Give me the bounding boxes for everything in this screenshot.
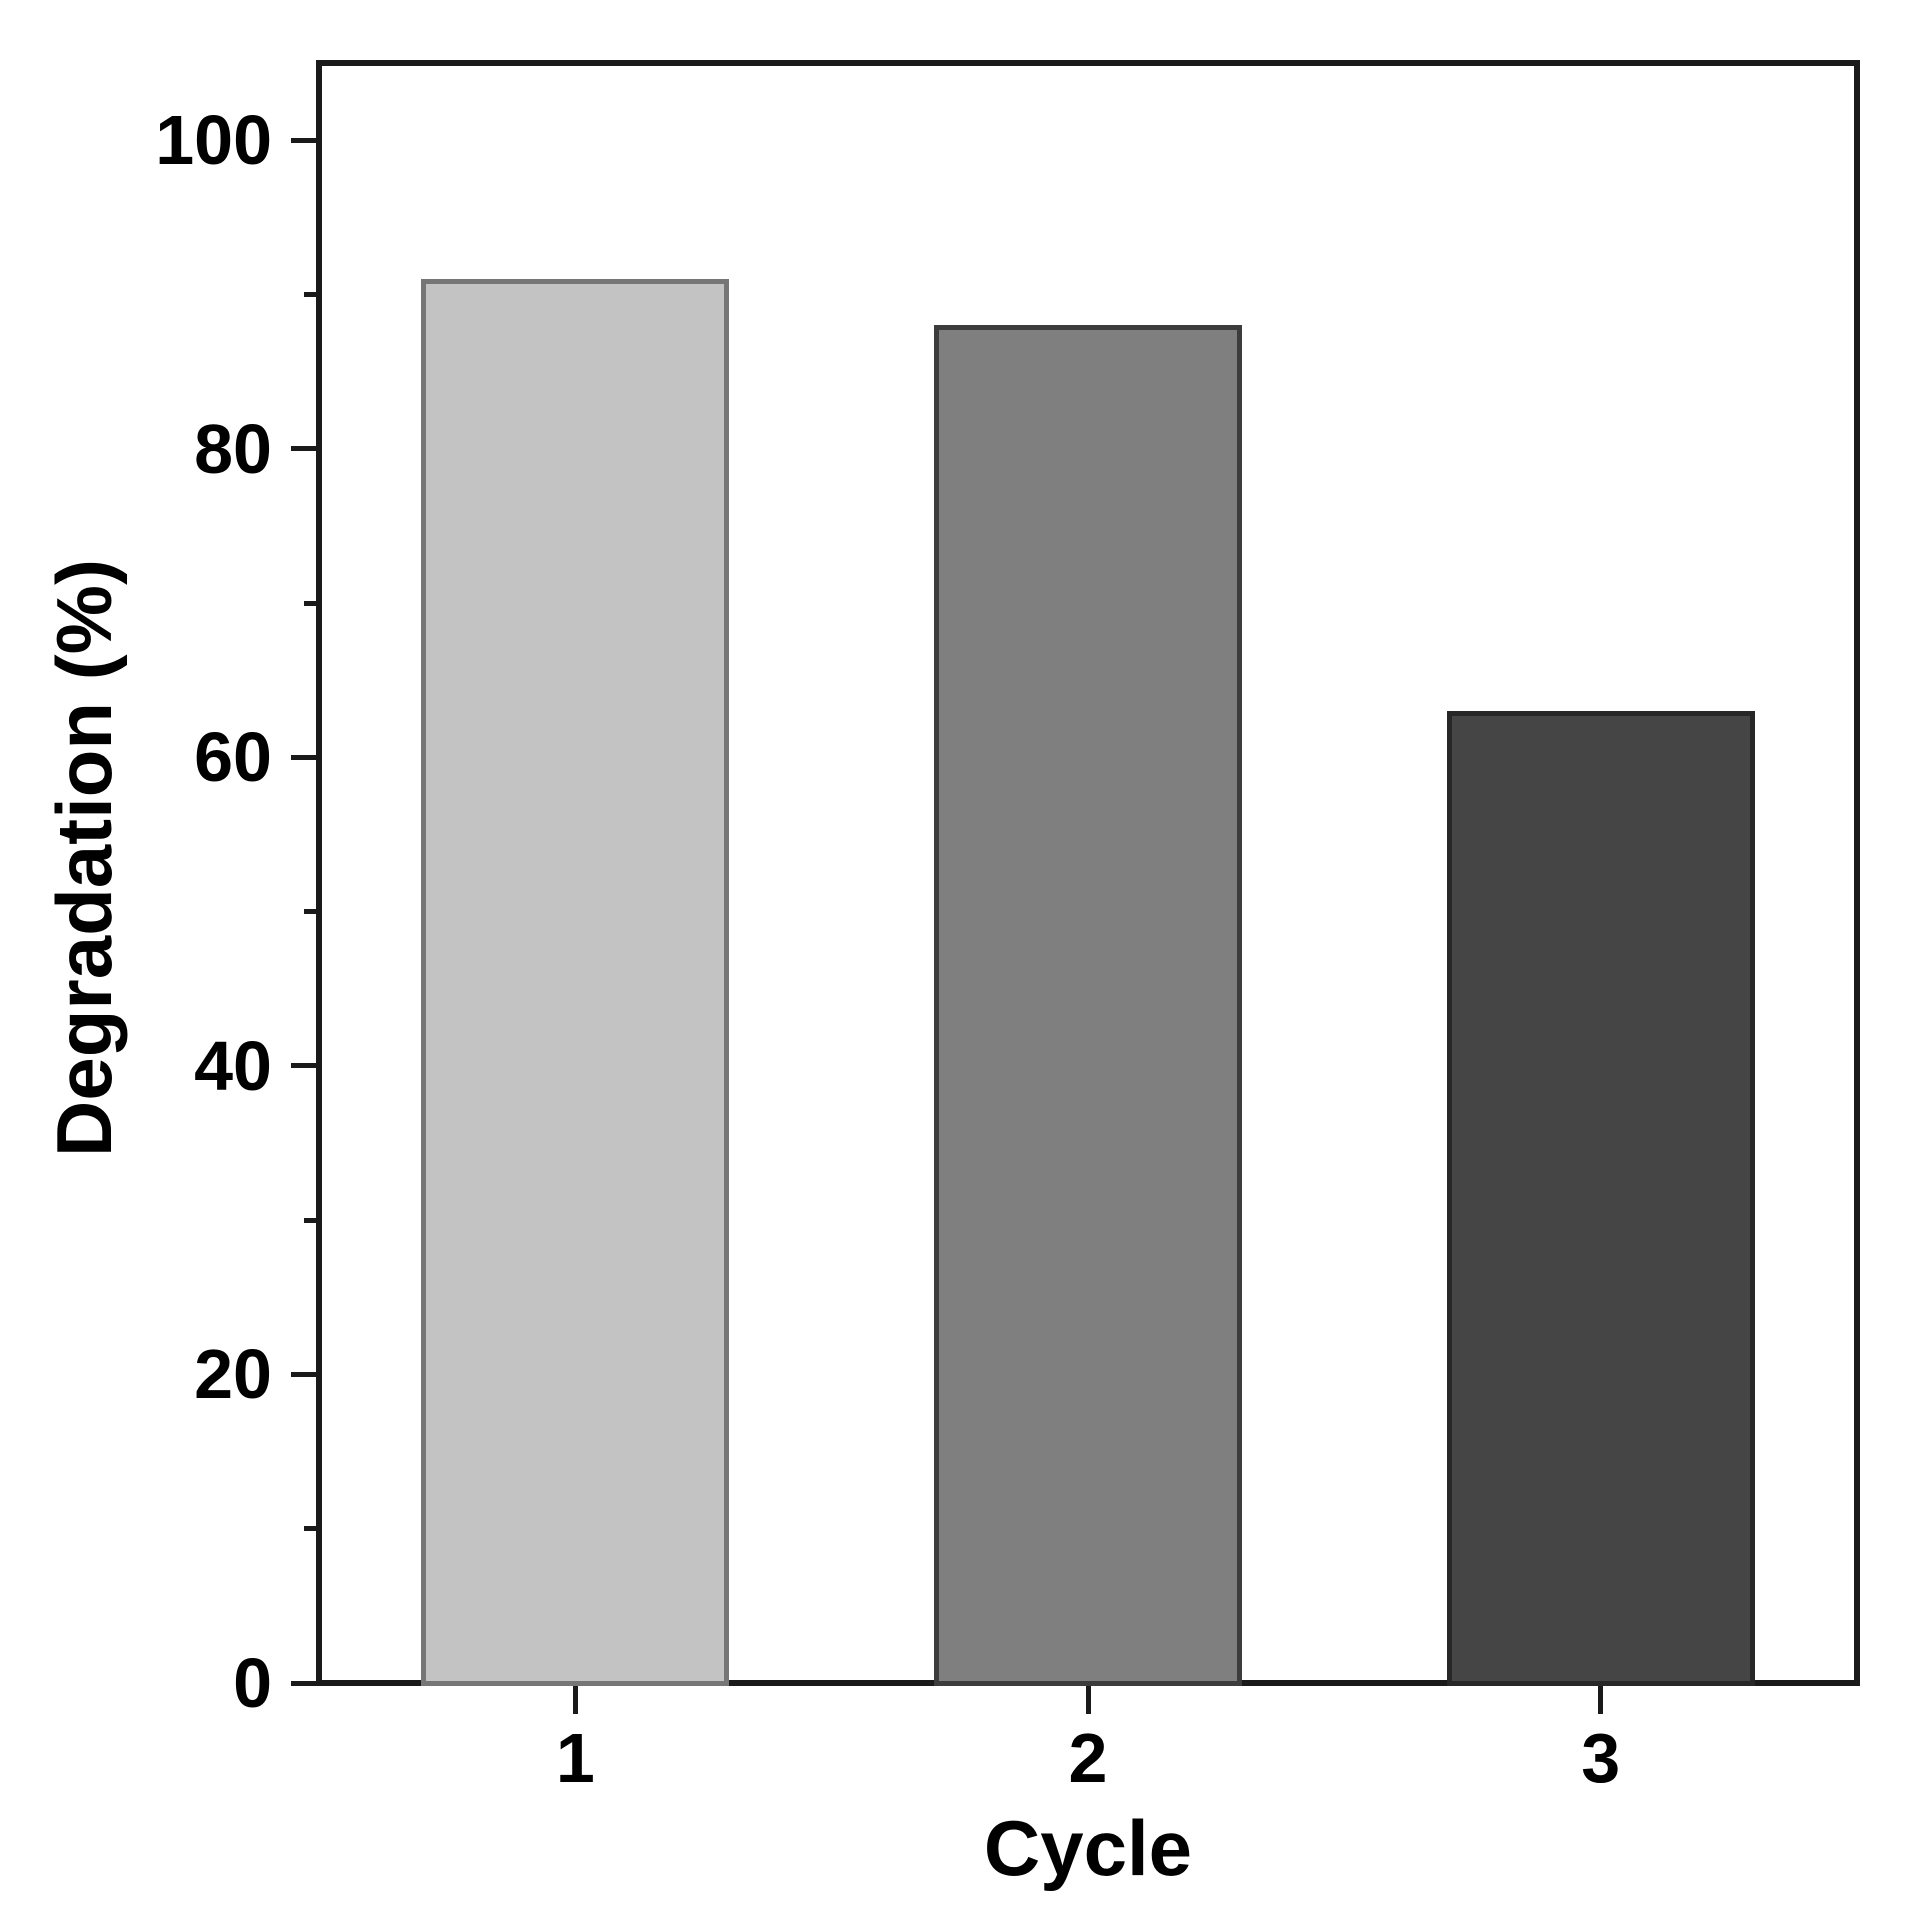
x-tick-label: 3 <box>1581 1719 1621 1797</box>
y-major-tick <box>291 1680 319 1686</box>
y-axis-title: Degradation (%) <box>40 558 128 1158</box>
y-tick-label: 20 <box>194 1335 272 1414</box>
x-tick-label: 2 <box>1068 1719 1108 1797</box>
y-tick-label: 100 <box>155 101 272 180</box>
y-minor-tick <box>304 1217 319 1223</box>
y-minor-tick <box>304 291 319 297</box>
x-major-tick <box>1598 1686 1604 1714</box>
y-tick-label: 0 <box>233 1644 272 1722</box>
y-major-tick <box>291 1371 319 1377</box>
y-major-tick <box>291 1063 319 1069</box>
y-major-tick <box>291 446 319 452</box>
x-tick-label: 1 <box>555 1719 595 1797</box>
y-major-tick <box>291 754 319 760</box>
y-major-tick <box>291 137 319 143</box>
y-minor-tick <box>304 600 319 606</box>
x-major-tick <box>572 1686 578 1714</box>
y-minor-tick <box>304 909 319 915</box>
y-minor-tick <box>304 1526 319 1532</box>
x-major-tick <box>1085 1686 1091 1714</box>
bar-cycle-3 <box>1447 711 1755 1686</box>
bar-cycle-2 <box>934 325 1242 1686</box>
y-tick-label: 80 <box>194 409 272 488</box>
y-tick-label: 40 <box>194 1026 272 1105</box>
bar-cycle-1 <box>421 279 729 1686</box>
y-tick-label: 60 <box>194 718 272 797</box>
x-axis-title: Cycle <box>983 1804 1193 1892</box>
